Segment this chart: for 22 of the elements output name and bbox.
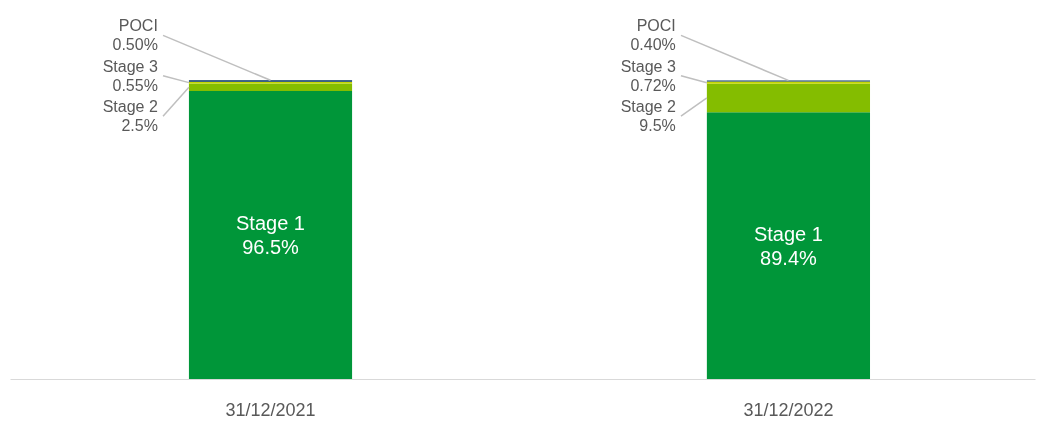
data-label: 89.4% — [760, 246, 818, 269]
data-label: 0.72% — [630, 76, 676, 94]
series-label: Stage 1 — [236, 212, 305, 235]
bar — [706, 83, 871, 113]
x-tick-label: 31/12/2022 — [743, 399, 834, 420]
series-label: Stage 2 — [620, 98, 676, 116]
bar — [188, 90, 353, 380]
x-tick-label: 31/12/2021 — [225, 399, 316, 420]
bar — [188, 83, 353, 91]
data-label: 2.5% — [121, 117, 158, 135]
data-label: 0.50% — [112, 36, 158, 54]
data-label: 0.55% — [112, 76, 158, 94]
text: POCI — [636, 17, 676, 35]
data-label: 96.5% — [242, 236, 300, 259]
text: Stage 3 — [102, 57, 158, 75]
text: Stage 2 — [102, 98, 158, 116]
data-label: 0.40% — [630, 36, 676, 54]
text: Stage 1 — [753, 222, 823, 245]
bar — [706, 112, 871, 380]
data-label: 9.5% — [639, 117, 676, 135]
series-label: Stage 3 — [620, 57, 676, 75]
text: POCI — [118, 17, 158, 35]
